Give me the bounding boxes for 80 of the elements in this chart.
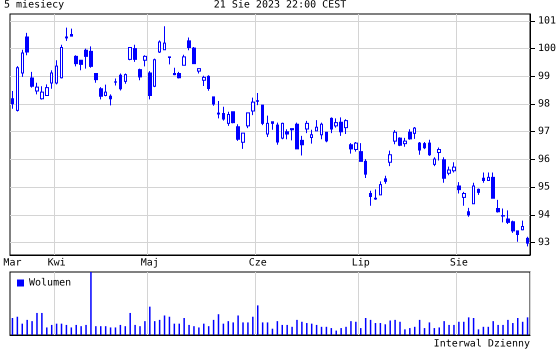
candlestick <box>325 132 328 143</box>
chart-subtitle: 21 Sie 2023 22:00 CEST <box>214 0 346 10</box>
candlestick <box>428 139 431 156</box>
y-tick-label: 101 <box>538 15 556 26</box>
candlestick <box>305 120 309 134</box>
candlestick <box>384 175 387 184</box>
candlestick <box>246 112 250 129</box>
candlestick <box>168 56 171 65</box>
candlestick <box>521 220 524 231</box>
candlestick <box>482 172 485 184</box>
x-tick-label: Sie <box>450 258 468 268</box>
candlestick <box>501 208 505 223</box>
candlestick <box>477 188 480 196</box>
candlestick <box>217 100 220 119</box>
y-tick-label: 94 <box>538 209 550 220</box>
candlestick <box>379 180 382 196</box>
candlestick <box>138 68 142 81</box>
candlestick <box>491 172 495 199</box>
x-tick-label: Lip <box>352 258 370 268</box>
candlestick <box>65 27 68 42</box>
candlestick <box>11 90 14 110</box>
candlestick <box>143 54 147 67</box>
candlestick <box>374 188 377 200</box>
candlestick <box>50 70 53 90</box>
chart-title: 5 miesiecy <box>4 0 64 10</box>
candlestick <box>408 128 412 140</box>
candlestick <box>163 26 166 51</box>
candlestick <box>271 121 274 130</box>
candlestick <box>25 32 29 56</box>
candlestick <box>467 207 470 218</box>
candlestick <box>310 129 313 144</box>
candlestick <box>197 68 201 74</box>
candlestick <box>433 156 436 167</box>
candlestick <box>231 110 235 124</box>
candlestick <box>266 115 269 138</box>
candlestick <box>70 28 73 37</box>
x-tick-label: Kwi <box>48 258 66 268</box>
candlestick <box>276 122 279 146</box>
candlestick <box>55 60 58 85</box>
candlestick <box>261 104 264 126</box>
candlestick <box>462 191 466 206</box>
candlestick <box>526 236 529 247</box>
y-tick-label: 93 <box>538 237 550 248</box>
candlestick <box>457 182 461 194</box>
legend-label: Wolumen <box>29 278 72 288</box>
candlestick <box>16 66 19 112</box>
candlestick <box>202 75 206 87</box>
y-tick-label: 99 <box>538 70 550 82</box>
candlestick <box>388 150 392 167</box>
candlestick <box>251 97 255 116</box>
candlestick <box>119 73 122 91</box>
candlestick <box>222 106 225 122</box>
candlestick <box>109 94 112 106</box>
candlestick <box>437 147 441 162</box>
candlestick <box>320 122 323 140</box>
y-tick-label: 97 <box>538 126 550 138</box>
candlestick <box>472 182 475 204</box>
candlestick <box>158 40 161 54</box>
x-tick-label: Cze <box>248 258 267 268</box>
candlestick <box>114 78 117 86</box>
y-tick-label: 96 <box>538 154 550 165</box>
y-tick-label: 98 <box>538 98 550 110</box>
candlestick <box>369 190 372 206</box>
candlestick <box>496 199 500 214</box>
candlestick <box>423 141 426 150</box>
candlestick <box>315 120 318 132</box>
candlestick <box>94 73 98 84</box>
x-tick-label: Maj <box>140 258 159 268</box>
candlestick <box>21 49 24 78</box>
candlestick <box>212 96 215 106</box>
candlestick <box>418 141 421 156</box>
y-tick-label: 100 <box>538 43 556 54</box>
candlestick <box>177 71 181 80</box>
candlestick <box>124 73 127 84</box>
x-tick-label: Mar <box>3 258 22 268</box>
candlestick <box>60 44 63 80</box>
candlestick <box>99 86 103 100</box>
text: Interwal Dzienny <box>434 338 530 350</box>
candlestick <box>182 54 186 66</box>
y-tick-label: 95 <box>538 182 550 193</box>
